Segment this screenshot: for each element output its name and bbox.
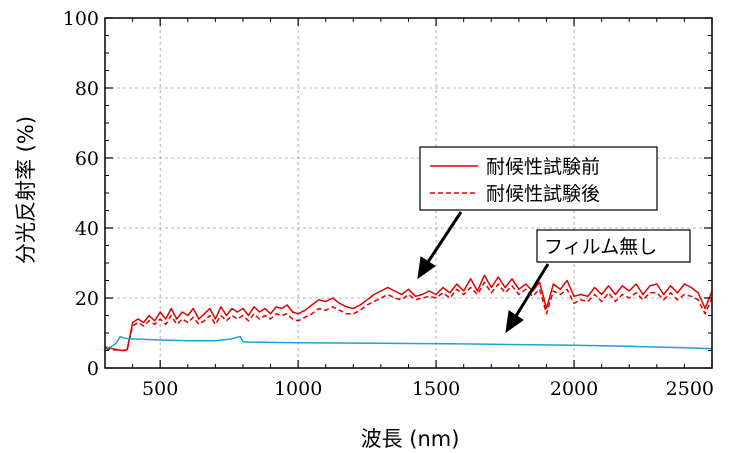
arrow-legend-shaft bbox=[426, 211, 463, 263]
series-lines bbox=[104, 274, 713, 352]
series-line-1 bbox=[104, 281, 713, 352]
y-tick-label: 20 bbox=[75, 288, 99, 310]
series-line-0 bbox=[104, 274, 713, 352]
x-tick-labels: 500 1000 1500 2000 2500 bbox=[142, 378, 714, 400]
arrows bbox=[417, 211, 550, 334]
arrow-film-shaft bbox=[514, 263, 550, 317]
arrow-legend-head bbox=[417, 256, 436, 280]
series-line-2 bbox=[104, 335, 713, 350]
legend-label-before: 耐候性試験前 bbox=[486, 156, 600, 178]
y-tick-label: 60 bbox=[75, 148, 99, 170]
annotation: フィルム無し bbox=[536, 229, 691, 263]
x-tick-label: 2000 bbox=[550, 378, 598, 400]
legend-box bbox=[419, 146, 658, 211]
legend-label-after: 耐候性試験後 bbox=[486, 183, 600, 205]
x-tick-label: 1000 bbox=[274, 378, 322, 400]
y-axis-title: 分光反射率 (%) bbox=[14, 116, 38, 264]
annotation-label: フィルム無し bbox=[544, 236, 657, 258]
x-axis-title: 波長 (nm) bbox=[361, 427, 460, 451]
annotation-box bbox=[536, 229, 691, 263]
arrow-film-head bbox=[505, 310, 524, 334]
y-tick-label: 0 bbox=[87, 358, 99, 380]
axis-ticks bbox=[105, 17, 713, 369]
y-tick-labels: 0 20 40 60 80 100 bbox=[63, 8, 99, 380]
x-tick-label: 500 bbox=[142, 378, 178, 400]
y-tick-label: 100 bbox=[63, 8, 99, 30]
legend: 耐候性試験前 耐候性試験後 bbox=[419, 146, 658, 211]
y-tick-label: 80 bbox=[75, 78, 99, 100]
x-tick-label: 1500 bbox=[412, 378, 460, 400]
y-tick-label: 40 bbox=[75, 218, 99, 240]
x-tick-label: 2500 bbox=[666, 378, 714, 400]
